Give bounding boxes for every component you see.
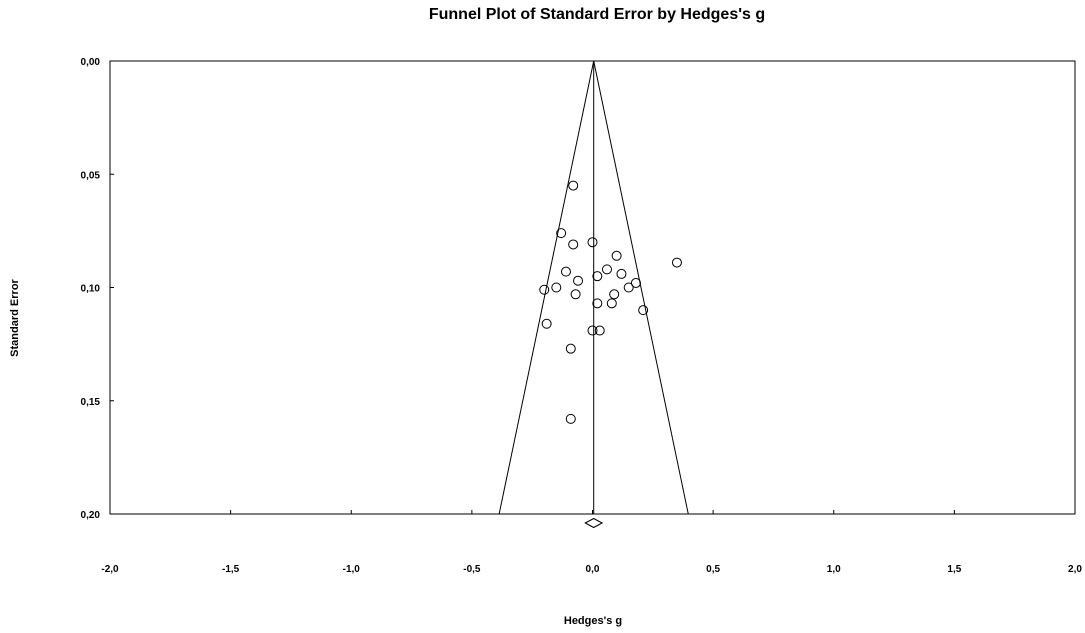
study-point (606, 298, 617, 309)
study-point (611, 250, 622, 261)
summary-diamond-group (584, 517, 604, 529)
y-axis-tick-marks (110, 60, 114, 515)
study-point (630, 277, 641, 288)
study-point (565, 413, 576, 424)
study-point (560, 266, 571, 277)
study-point (587, 325, 598, 336)
study-point (551, 282, 562, 293)
chart-title: Funnel Plot of Standard Error by Hedges'… (429, 6, 765, 23)
study-point (592, 298, 603, 309)
study-point (556, 228, 567, 239)
study-point (568, 180, 579, 191)
x-tick-label: 2,0 (1068, 564, 1082, 575)
plot-frame (109, 60, 1076, 515)
x-axis-tick-marks (109, 510, 1076, 514)
study-point (541, 318, 552, 329)
study-point (565, 343, 576, 354)
study-point (671, 257, 682, 268)
x-tick-label: -1,5 (222, 564, 240, 575)
x-tick-label: -2,0 (101, 564, 119, 575)
funnel-lines (498, 60, 689, 515)
y-axis-label: Standard Error (9, 278, 21, 356)
y-axis-tick-labels: 0,00 0,05 0,10 0,15 0,20 (81, 57, 101, 521)
study-point (616, 268, 627, 279)
study-point (570, 289, 581, 300)
summary-diamond (584, 517, 604, 529)
funnel-left-line (498, 60, 595, 515)
funnel-right-line (593, 60, 689, 515)
study-point (592, 271, 603, 282)
study-points (539, 180, 682, 424)
x-tick-label: -0,5 (463, 564, 481, 575)
study-point (568, 239, 579, 250)
study-point (594, 325, 605, 336)
study-point (573, 275, 584, 286)
x-tick-label: 1,0 (827, 564, 841, 575)
y-tick-label: 0,00 (81, 57, 101, 68)
study-point (587, 237, 598, 248)
study-point (638, 305, 649, 316)
x-tick-label: 1,5 (947, 564, 961, 575)
y-tick-label: 0,05 (81, 170, 101, 181)
study-point (601, 264, 612, 275)
study-point (539, 284, 550, 295)
y-tick-label: 0,20 (81, 510, 101, 521)
y-tick-label: 0,15 (81, 397, 101, 408)
x-tick-label: 0,5 (706, 564, 720, 575)
x-axis-label: Hedges's g (564, 615, 622, 627)
study-point (623, 282, 634, 293)
y-tick-label: 0,10 (81, 284, 101, 295)
x-tick-label: 0,0 (586, 564, 600, 575)
x-tick-label: -1,0 (343, 564, 361, 575)
x-axis-tick-labels: -2,0 -1,5 -1,0 -0,5 0,0 0,5 1,0 1,5 2,0 (101, 564, 1082, 575)
study-point (609, 289, 620, 300)
